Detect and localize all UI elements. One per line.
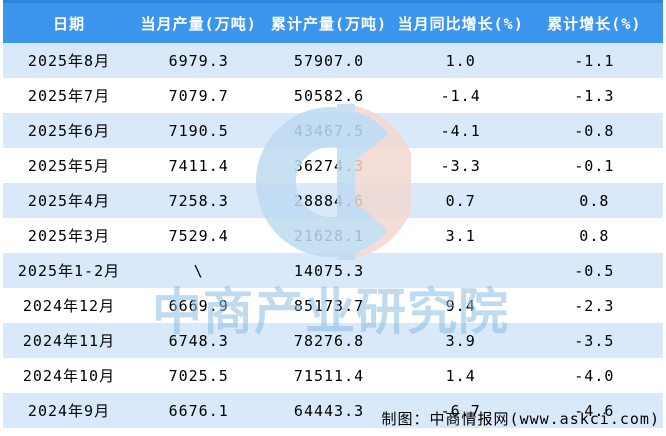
cell-monthly-output: 6669.9 xyxy=(168,296,229,315)
cell-date: 2024年11月 xyxy=(22,332,116,350)
cell-monthly-output: 6676.1 xyxy=(168,401,229,420)
cell-cumulative-output: 57907.0 xyxy=(293,51,365,70)
cell-cumulative-growth: 0.8 xyxy=(579,226,610,245)
table-row: 2025年7月 7079.7 50582.6 -1.4 -1.3 xyxy=(3,78,663,113)
cell-monthly-yoy: 9.4 xyxy=(445,296,476,315)
cell-cumulative-output: 36274.3 xyxy=(293,156,365,175)
cell-cumulative-output: 71511.4 xyxy=(293,366,365,385)
cell-cumulative-growth: 0.8 xyxy=(579,191,610,210)
cell-cumulative-growth: -4.0 xyxy=(574,366,615,385)
header-cell-cumulative-output: 累计产量(万吨) xyxy=(262,0,396,43)
cell-cumulative-output: 28884.6 xyxy=(293,191,365,210)
cell-monthly-yoy: -3.3 xyxy=(440,156,481,175)
cell-monthly-output: 7025.5 xyxy=(168,366,229,385)
cell-monthly-yoy: 3.1 xyxy=(445,226,476,245)
table-row: 2024年12月 6669.9 85173.7 9.4 -2.3 xyxy=(3,288,663,323)
cell-monthly-yoy: -1.4 xyxy=(440,86,481,105)
production-table: 日期 当月产量(万吨) 累计产量(万吨) 当月同比增长(%) 累计增长(%) 2… xyxy=(3,0,663,428)
header-cell-cumulative-growth: 累计增长(%) xyxy=(525,0,663,43)
header-cell-monthly-yoy-growth: 当月同比增长(%) xyxy=(395,0,526,43)
cell-date: 2024年9月 xyxy=(27,402,111,420)
cell-monthly-yoy: 1.0 xyxy=(445,51,476,70)
cell-monthly-yoy: 0.7 xyxy=(445,191,476,210)
table-row: 2025年8月 6979.3 57907.0 1.0 -1.1 xyxy=(3,43,663,78)
cell-cumulative-growth: -1.1 xyxy=(574,51,615,70)
table-row: 2024年9月 6676.1 64443.3 -6.7 -4.6 xyxy=(3,393,663,428)
cell-date: 2025年3月 xyxy=(27,227,111,245)
cell-monthly-yoy xyxy=(396,253,526,288)
cell-date: 2025年8月 xyxy=(27,52,111,70)
cell-monthly-yoy: 1.4 xyxy=(445,366,476,385)
header-cell-monthly-output: 当月产量(万吨) xyxy=(135,0,263,43)
table-row: 2025年4月 7258.3 28884.6 0.7 0.8 xyxy=(3,183,663,218)
cell-cumulative-output: 85173.7 xyxy=(293,296,365,315)
cell-cumulative-output: 43467.5 xyxy=(293,121,365,140)
table-body: 2025年8月 6979.3 57907.0 1.0 -1.1 2025年7月 … xyxy=(3,43,663,428)
cell-date: 2025年5月 xyxy=(27,157,111,175)
cell-monthly-yoy: -4.1 xyxy=(440,121,481,140)
cell-date: 2025年6月 xyxy=(27,122,111,140)
cell-monthly-yoy: 3.9 xyxy=(445,331,476,350)
cell-cumulative-growth: -3.5 xyxy=(574,331,615,350)
cell-monthly-output: \ xyxy=(193,261,204,280)
cell-date: 2025年1-2月 xyxy=(17,262,121,280)
cell-date: 2025年4月 xyxy=(27,192,111,210)
table-row: 2025年5月 7411.4 36274.3 -3.3 -0.1 xyxy=(3,148,663,183)
footer-credit: 制图：中商情报网(www.askci.com) xyxy=(381,410,660,428)
cell-date: 2024年12月 xyxy=(22,297,116,315)
cell-cumulative-growth: -0.5 xyxy=(574,261,615,280)
cell-cumulative-growth: -4.6 xyxy=(574,401,615,420)
cell-date: 2024年10月 xyxy=(22,367,116,385)
table-row: 2024年10月 7025.5 71511.4 1.4 -4.0 xyxy=(3,358,663,393)
header-row: 日期 当月产量(万吨) 累计产量(万吨) 当月同比增长(%) 累计增长(%) xyxy=(3,0,663,43)
cell-monthly-output: 7411.4 xyxy=(168,156,229,175)
cell-cumulative-growth: -2.3 xyxy=(574,296,615,315)
cell-cumulative-output: 78276.8 xyxy=(293,331,365,350)
table-row: 2025年3月 7529.4 21628.1 3.1 0.8 xyxy=(3,218,663,253)
cell-monthly-output: 7190.5 xyxy=(168,121,229,140)
table-header: 日期 当月产量(万吨) 累计产量(万吨) 当月同比增长(%) 累计增长(%) xyxy=(3,0,663,43)
table-row: 2024年11月 6748.3 78276.8 3.9 -3.5 xyxy=(3,323,663,358)
cell-monthly-output: 7258.3 xyxy=(168,191,229,210)
header-cell-date: 日期 xyxy=(3,0,135,43)
cell-cumulative-growth: -0.8 xyxy=(574,121,615,140)
cell-monthly-output: 7529.4 xyxy=(168,226,229,245)
cell-cumulative-output: 64443.3 xyxy=(293,401,365,420)
cell-date: 2025年7月 xyxy=(27,87,111,105)
cell-cumulative-growth: -1.3 xyxy=(574,86,615,105)
cell-monthly-output: 6979.3 xyxy=(168,51,229,70)
cell-cumulative-output: 14075.3 xyxy=(293,261,365,280)
cell-cumulative-growth: -0.1 xyxy=(574,156,615,175)
cell-monthly-yoy: -6.7 xyxy=(440,401,481,420)
cell-monthly-output: 6748.3 xyxy=(168,331,229,350)
cell-cumulative-output: 50582.6 xyxy=(293,86,365,105)
cell-monthly-output: 7079.7 xyxy=(168,86,229,105)
table-row: 2025年6月 7190.5 43467.5 -4.1 -0.8 xyxy=(3,113,663,148)
table-row: 2025年1-2月 \ 14075.3 -0.5 xyxy=(3,253,663,288)
cell-cumulative-output: 21628.1 xyxy=(293,226,365,245)
